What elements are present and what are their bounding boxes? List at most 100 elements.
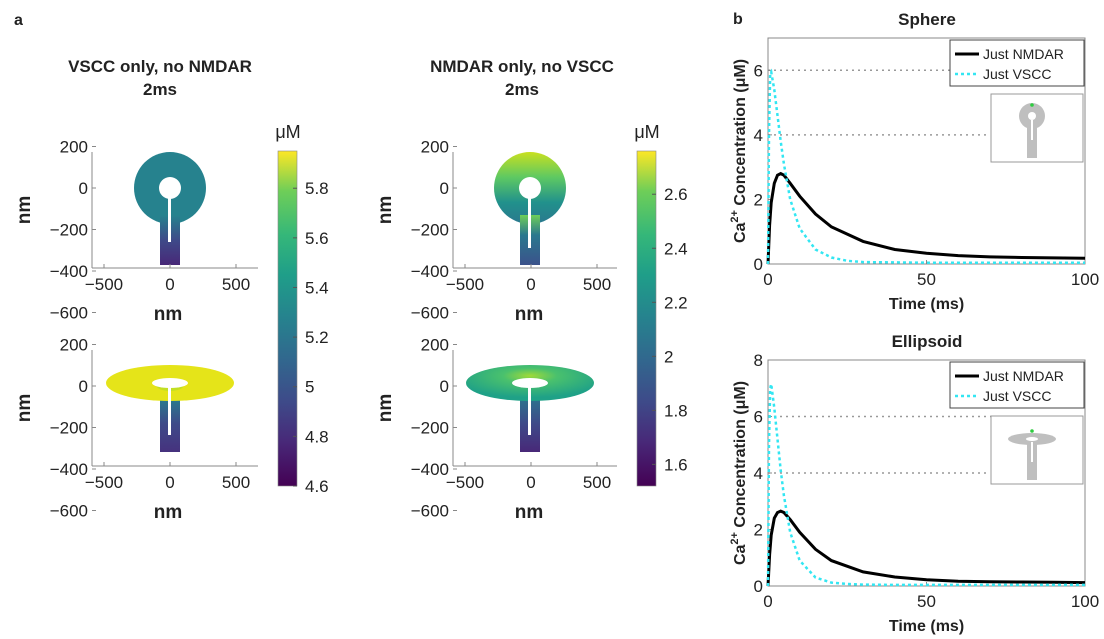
sphere-ytick: 0 [754, 255, 763, 274]
sphere-ytick: 6 [754, 61, 763, 80]
heatmap2-ellipsoid-ytick: 0 [440, 377, 449, 396]
ellipsoid-ytick: 4 [754, 464, 763, 483]
ellipsoid-legend [949, 361, 1085, 409]
heatmap2-sphere-ytick: −200 [411, 221, 449, 240]
heatmap2-ellipsoid-ytick: 200 [421, 336, 449, 355]
heatmap2-sphere [452, 152, 617, 269]
heatmap1-sphere-ytick: 0 [79, 179, 88, 198]
colorbar-tick: 4.8 [305, 427, 329, 446]
sphere-series-vscc-line [766, 68, 1085, 265]
heatmap1-sphere-xlabel: nm [154, 304, 183, 325]
panel-label-a: a [14, 12, 23, 29]
heatmap1-sphere-xtick: 500 [222, 275, 250, 294]
heatmap1-sphere-ytick: −200 [50, 221, 88, 240]
sphere-title: Sphere [898, 10, 956, 29]
colorbar-tick: 5.4 [305, 278, 329, 297]
ellipsoid-title: Ellipsoid [892, 332, 963, 351]
heatmap1-sphere [91, 152, 258, 269]
ellipsoid-xtick: 100 [1071, 592, 1099, 611]
heatmap2-sphere-xtick: 0 [526, 275, 535, 294]
heatmap1-sphere-ytick: −400 [50, 262, 88, 281]
ellipsoid-ytick: 8 [754, 351, 763, 370]
ellipsoid-xtick: 0 [763, 592, 772, 611]
ellipsoid-ytick: 6 [754, 408, 763, 427]
heatmap1-ellipsoid-ytick: −400 [50, 460, 88, 479]
heatmap1-sphere-ytick: −600 [50, 304, 88, 323]
sphere-legend [949, 39, 1085, 87]
sphere-xtick: 0 [763, 270, 772, 289]
sphere-legend-label: Just VSCC [983, 66, 1051, 82]
colorbar-tick: 1.8 [664, 401, 688, 420]
heatmap2-sphere-ytick: −400 [411, 262, 449, 281]
heatmap1-ellipsoid-xtick: 500 [222, 473, 250, 492]
heatmap1-ellipsoid-ytick: 200 [60, 336, 88, 355]
heatmap2-ellipsoid [452, 350, 617, 467]
heatmap1-sphere-ytick: 200 [60, 138, 88, 157]
heatmap2-ellipsoid-ytick: −200 [411, 419, 449, 438]
colorbar-tick: 2.2 [664, 293, 688, 312]
ellipsoid-ylabel: Ca2+ Concentration (μM) [729, 381, 749, 565]
ellipsoid-ytick: 2 [754, 521, 763, 540]
heatmap2-ellipsoid-ylabel: nm [375, 394, 396, 423]
heatmap2-sphere-ytick: 0 [440, 179, 449, 198]
heatmap1-ellipsoid-ytick: −200 [50, 419, 88, 438]
ellipsoid-legend-label: Just NMDAR [983, 368, 1064, 384]
heatmap2-ellipsoid-ytick: −400 [411, 460, 449, 479]
colorbar-tick: 1.6 [664, 455, 688, 474]
sphere-xlabel: Time (ms) [889, 296, 964, 313]
heatmap2-ellipsoid-ytick: −600 [411, 502, 449, 521]
heatmap1-ellipsoid-ytick: −600 [50, 502, 88, 521]
heatmap1-ellipsoid-xlabel: nm [154, 502, 183, 523]
heatmap1-sphere-ylabel: nm [14, 196, 35, 225]
colorbar-tick: 5 [305, 378, 314, 397]
heatmap1-ellipsoid-ytick: 0 [79, 377, 88, 396]
heatmap2-sphere-xtick: −500 [446, 275, 484, 294]
heatmap1-subtitle: 2ms [143, 80, 177, 99]
ellipsoid-xtick: 50 [917, 592, 936, 611]
colorbar-tick: 2.6 [664, 185, 688, 204]
heatmap2-sphere-ytick: −600 [411, 304, 449, 323]
heatmap1-ellipsoid-ylabel: nm [14, 394, 35, 423]
heatmap1-sphere-xtick: 0 [165, 275, 174, 294]
heatmap2-ellipsoid-xlabel: nm [515, 502, 544, 523]
sphere-ytick: 4 [754, 126, 763, 145]
sphere-xtick: 100 [1071, 270, 1099, 289]
ellipsoid-ytick: 0 [754, 577, 763, 596]
colorbar-2: μM 2.6 2.4 2.2 2 1.8 1.6 [634, 122, 688, 487]
heatmap1-ellipsoid [91, 350, 258, 467]
ellipsoid-series-nmdar-line [766, 509, 1086, 587]
ellipsoid-line-chart: 0 2 4 6 8 0 50 100 Time (ms) Ca2+ Concentration (… [729, 351, 1099, 635]
sphere-ytick: 2 [754, 190, 763, 209]
colorbar-tick: 5.6 [305, 229, 329, 248]
heatmap2-sphere-xtick: 500 [583, 275, 611, 294]
heatmap2-ellipsoid-xtick: 0 [526, 473, 535, 492]
colorbar-tick: 2 [664, 347, 673, 366]
colorbar-tick: 4.6 [305, 477, 329, 496]
heatmap1-ellipsoid-xtick: −500 [85, 473, 123, 492]
colorbar-tick: 5.8 [305, 179, 329, 198]
sphere-series-nmdar-line [766, 171, 1086, 265]
heatmap2-ellipsoid-xtick: 500 [583, 473, 611, 492]
colorbar-tick: 5.2 [305, 328, 329, 347]
heatmap2-title: NMDAR only, no VSCC [430, 57, 614, 76]
ellipsoid-xlabel: Time (ms) [889, 618, 964, 635]
heatmap1-sphere-xtick: −500 [85, 275, 123, 294]
colorbar2-unit: μM [634, 122, 659, 142]
sphere-legend-label: Just NMDAR [983, 46, 1064, 62]
sphere-xtick: 50 [917, 270, 936, 289]
heatmap1-ellipsoid-xtick: 0 [165, 473, 174, 492]
ellipsoid-series-vscc-line [766, 383, 1085, 587]
heatmap2-sphere-xlabel: nm [515, 304, 544, 325]
heatmap2-sphere-ytick: 200 [421, 138, 449, 157]
heatmap2-subtitle: 2ms [505, 80, 539, 99]
heatmap2-ellipsoid-xtick: −500 [446, 473, 484, 492]
sphere-line-chart: 0 2 4 6 0 50 100 Time (ms) Ca2+ Concentration (μ… [729, 37, 1099, 313]
colorbar-tick: 2.4 [664, 239, 688, 258]
sphere-ylabel: Ca2+ Concentration (μM) [729, 59, 749, 243]
heatmap1-title: VSCC only, no NMDAR [68, 57, 252, 76]
panel-label-b: b [733, 11, 743, 28]
colorbar1-unit: μM [275, 122, 300, 142]
ellipsoid-legend-label: Just VSCC [983, 388, 1051, 404]
heatmap2-sphere-ylabel: nm [375, 196, 396, 225]
